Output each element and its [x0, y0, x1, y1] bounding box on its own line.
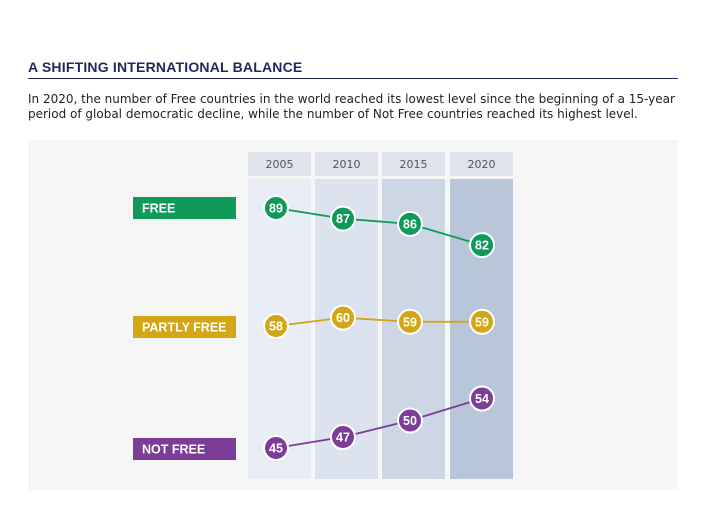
data-label: 87	[336, 212, 350, 226]
x-tick-label: 2020	[468, 158, 496, 171]
category-swatch	[133, 438, 236, 460]
chart-subtitle: In 2020, the number of Free countries in…	[28, 92, 675, 121]
category-swatch	[133, 316, 236, 338]
data-point	[263, 195, 289, 221]
series-line-partly-free	[275, 316, 482, 327]
x-tick-label: 2010	[333, 158, 361, 171]
data-label: 45	[269, 442, 283, 456]
year-header-2015	[382, 152, 445, 176]
data-point	[397, 308, 423, 335]
data-point	[263, 435, 289, 461]
x-tick-label: 2015	[400, 158, 428, 171]
series-line-free	[275, 207, 483, 246]
category-label: NOT FREE	[142, 443, 205, 457]
category-label: PARTLY FREE	[142, 321, 227, 335]
data-point	[397, 210, 423, 237]
x-tick-label: 2005	[266, 158, 294, 171]
series-line-not-free	[275, 397, 483, 449]
category-label: FREE	[142, 202, 175, 216]
data-point	[263, 313, 289, 339]
series-lines	[275, 207, 483, 449]
data-point	[397, 407, 423, 434]
data-label: 54	[475, 392, 489, 406]
data-label: 59	[475, 315, 489, 329]
data-label: 47	[336, 431, 350, 445]
category-swatch	[133, 197, 236, 219]
data-label: 50	[403, 414, 417, 428]
series-points: 89 87 86 82 58 60 59 59 45 47 50 54	[263, 195, 495, 461]
data-point	[330, 424, 356, 450]
data-point	[469, 232, 495, 259]
data-point	[330, 205, 356, 232]
data-label: 86	[403, 217, 417, 231]
data-label: 89	[269, 202, 283, 216]
data-label: 59	[403, 315, 417, 329]
year-header-2010	[315, 152, 378, 176]
data-point	[469, 308, 495, 335]
chart-title: A SHIFTING INTERNATIONAL BALANCE	[28, 59, 303, 75]
title-divider	[28, 78, 678, 79]
data-point	[330, 304, 356, 331]
year-header-2005	[248, 152, 311, 176]
data-point	[469, 385, 495, 412]
year-header-2020	[450, 152, 513, 176]
category-labels: FREE PARTLY FREE NOT FREE	[133, 197, 236, 460]
data-label: 58	[269, 320, 283, 334]
data-label: 82	[475, 239, 489, 253]
data-label: 60	[336, 311, 350, 325]
